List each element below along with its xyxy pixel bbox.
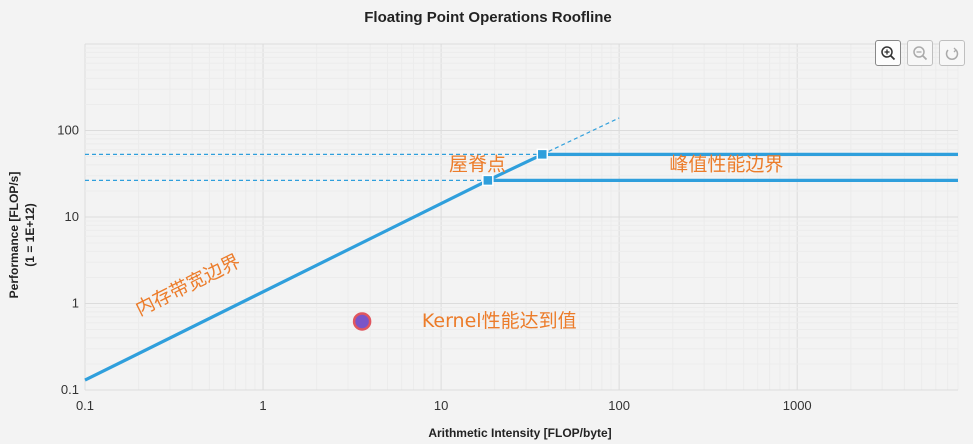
zoom-out-button[interactable]: [907, 40, 933, 66]
chart-title: Floating Point Operations Roofline: [364, 9, 612, 26]
series-lines: [84, 117, 958, 382]
annotation-label: 屋脊点: [449, 153, 506, 175]
ridge-marker-0-0: [482, 174, 494, 187]
kernel-point: [352, 312, 372, 331]
y-axis-sublabel: (1 = 1E+12): [23, 203, 37, 266]
chart-toolbar: [875, 40, 965, 66]
reset-button[interactable]: [939, 40, 965, 66]
series-markers: [352, 148, 549, 331]
annotation-label: Kernel性能达到值: [422, 310, 577, 332]
grid: [84, 43, 959, 391]
x-tick-label: 1000: [783, 398, 812, 413]
x-tick-label: 0.1: [76, 398, 94, 413]
ridge-marker-1-0: [536, 148, 549, 161]
zoom-in-icon: [881, 46, 896, 61]
y-tick-labels: 0.1 1 10 100: [57, 123, 79, 398]
zoom-out-icon: [913, 46, 928, 61]
x-tick-labels: 0.1 1 10 100 1000: [76, 398, 812, 413]
y-tick-label: 100: [57, 123, 79, 138]
x-tick-label: 100: [608, 398, 630, 413]
x-tick-label: 1: [259, 398, 266, 413]
y-tick-label: 1: [72, 296, 79, 311]
y-tick-label: 0.1: [61, 382, 79, 397]
y-axis-label: Performance [FLOP/s]: [7, 172, 21, 299]
annotation-label: 峰值性能边界: [669, 153, 783, 175]
zoom-in-button[interactable]: [875, 40, 901, 66]
y-tick-label: 10: [65, 209, 79, 224]
reset-icon: [945, 47, 959, 61]
x-axis-label: Arithmetic Intensity [FLOP/byte]: [428, 426, 611, 440]
series-line-2: [542, 117, 620, 155]
x-tick-label: 10: [434, 398, 448, 413]
